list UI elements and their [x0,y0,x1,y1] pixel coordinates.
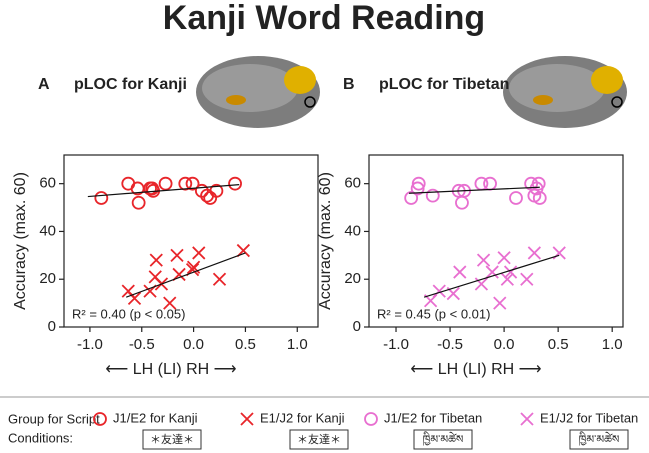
sample-box [413,429,473,450]
x-tick-label: 0.5 [548,336,569,353]
point [483,176,497,191]
panel-title: pLOC for Tibetan [379,76,509,93]
legend-label: E1/J2 for Kanji [260,410,345,425]
brain-image [503,56,627,128]
point [185,176,200,191]
fit-line [423,254,560,298]
sample-word: ＊友達＊ [297,432,341,446]
point [474,277,489,291]
point [453,265,467,279]
point [425,188,440,203]
point [485,265,499,279]
x-axis-label: ⟵ LH (LI) RH ⟶ [410,361,541,378]
legend-label: J1/E2 for Kanji [113,410,198,425]
legend-title: Group for Script [8,411,100,426]
x-tick-label: 0.5 [235,336,256,353]
point [228,176,242,191]
point [178,176,193,191]
point [131,195,146,210]
point [476,253,491,267]
x-tick-label: 0.0 [494,336,515,353]
point [94,191,109,205]
point [158,176,173,191]
point [170,248,184,262]
brain-image [196,56,320,128]
point [163,296,177,310]
y-tick-label: 60 [39,175,56,192]
point [404,191,419,205]
annotation: R² = 0.45 (p < 0.01) [377,306,490,321]
fit-line [408,186,540,194]
plot-frame [63,154,319,328]
point [432,284,446,298]
y-tick-label: 20 [39,270,56,287]
fit-line [87,184,240,198]
point [192,246,206,260]
y-axis-label: Accuracy (max. 60) [317,172,334,310]
point [509,191,523,205]
y-tick-label: 0 [48,318,56,335]
legend-marker [240,412,254,426]
point [520,272,534,286]
point [500,272,514,286]
point [411,176,426,191]
x-tick-label: -0.5 [437,336,463,353]
panel-title: pLOC for Kanji [74,76,187,93]
point [127,291,142,305]
legend-marker [93,412,107,426]
sample-word: ཁྱིམ་མཚེས [579,431,620,446]
y-axis-label: Accuracy (max. 60) [12,172,29,310]
legend-title: Conditions: [8,430,73,445]
y-tick-label: 60 [344,175,361,192]
plot-frame [368,154,624,328]
point [493,296,507,310]
point [531,176,546,191]
y-tick-label: 40 [39,222,56,239]
y-tick-label: 40 [344,222,361,239]
point [503,265,518,279]
y-tick-label: 0 [353,318,361,335]
legend-marker [364,412,378,426]
legend-label: E1/J2 for Tibetan [540,410,638,425]
point [527,246,542,260]
legend-marker [520,412,534,426]
x-axis-label: ⟵ LH (LI) RH ⟶ [105,361,236,378]
x-tick-label: -1.0 [77,336,103,353]
x-tick-label: 1.0 [602,336,623,353]
x-tick-label: -1.0 [383,336,409,353]
figure-title: Kanji Word Reading [163,0,485,37]
point [497,251,511,265]
legend-label: J1/E2 for Tibetan [384,410,482,425]
x-tick-label: -0.5 [129,336,155,353]
point [209,183,224,198]
y-tick-label: 20 [344,270,361,287]
sample-box [289,429,349,450]
annotation: R² = 0.40 (p < 0.05) [72,306,185,321]
fit-line [125,252,246,298]
x-tick-label: 0.0 [183,336,204,353]
sample-word: ＊友達＊ [150,432,194,446]
point [149,253,163,267]
x-tick-label: 1.0 [287,336,308,353]
panel-label: A [38,76,50,93]
point [532,191,547,205]
point [455,195,469,210]
panel-label: B [343,76,355,93]
sample-word: ཁྱིམ་མཚེས [423,431,464,446]
sample-box [569,429,629,450]
sample-box [142,429,202,450]
point [212,272,227,286]
